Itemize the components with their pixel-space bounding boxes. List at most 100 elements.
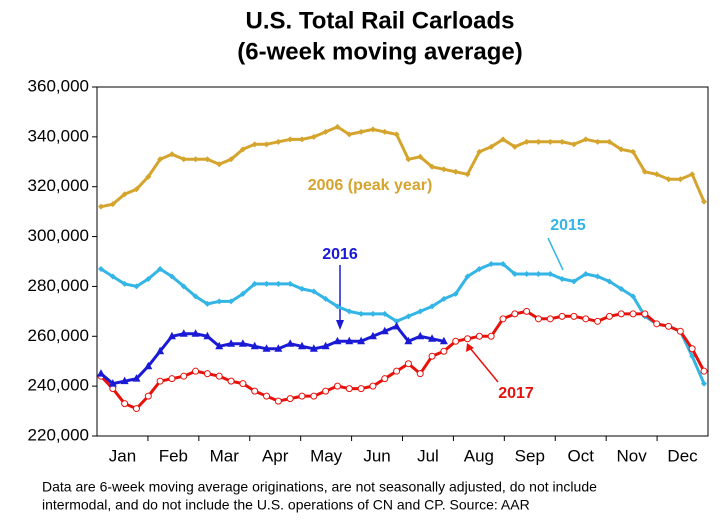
point [499,315,507,323]
point [594,138,601,145]
point [310,392,318,400]
point [630,148,637,155]
point [404,336,413,345]
chart-title: U.S. Total Rail Carloads [246,7,515,34]
point [358,128,365,135]
point [263,392,271,400]
point [439,336,448,345]
point [346,131,353,138]
point [393,367,401,375]
point [665,322,673,330]
point [547,138,554,145]
x-tick-label: May [310,446,343,465]
point [180,372,188,380]
point [251,141,258,148]
series-line [100,262,706,385]
point [523,270,530,277]
point [203,331,212,340]
point [322,387,330,395]
point [192,293,199,300]
point [180,283,187,290]
point [440,347,448,355]
point [500,136,506,143]
point [204,156,211,163]
point [179,329,188,337]
point [676,327,684,335]
point [582,136,589,143]
series-line [99,309,706,411]
arrow-head [466,343,474,352]
point [618,285,625,292]
point [381,310,388,317]
point [464,171,471,178]
point [275,138,282,145]
point [239,380,247,388]
y-tick-label: 300,000 [28,226,89,245]
point [156,377,164,385]
point [310,133,317,140]
point [547,270,554,277]
point [132,405,140,413]
point [228,298,235,305]
point [511,143,518,150]
point [322,128,329,135]
point [665,176,672,183]
point [145,275,152,282]
point [452,168,459,175]
point [333,382,341,390]
point [594,273,601,280]
point [287,280,294,287]
point [369,310,376,317]
point [168,273,175,280]
point [298,392,306,400]
point [168,151,175,158]
footnote: intermodal, and do not include the U.S. … [42,497,530,513]
x-tick-label: Sep [515,446,545,465]
point [357,385,365,393]
point [334,123,341,130]
point [168,375,176,383]
point [605,312,613,320]
x-tick-label: Jul [417,446,439,465]
point [428,334,437,342]
footnote: Data are 6-week moving average originati… [42,479,597,495]
point [216,161,223,168]
point [251,280,258,287]
point [535,270,542,277]
point [380,326,389,335]
point [180,156,187,163]
point [700,367,708,375]
point [133,283,140,290]
point [368,331,377,340]
x-tick-label: Aug [464,446,494,465]
series-label: 2016 [322,246,358,263]
series-label: 2015 [550,217,586,234]
point [133,186,140,193]
point [262,344,271,352]
point [192,156,199,163]
point [511,310,519,318]
point [274,397,282,405]
point [144,361,153,370]
point [617,310,625,318]
point [452,337,460,345]
point [476,265,483,272]
point [393,318,400,325]
point [132,374,141,382]
point [345,385,353,393]
point [157,265,164,272]
point [641,310,649,318]
point [167,331,176,340]
point [393,131,400,138]
point [475,332,483,340]
point [464,273,471,280]
point [701,198,707,205]
point [392,321,401,330]
point [357,336,366,345]
point [440,295,447,302]
x-tick-label: Oct [567,446,594,465]
point [476,148,483,155]
point [440,166,447,173]
point [701,380,707,387]
